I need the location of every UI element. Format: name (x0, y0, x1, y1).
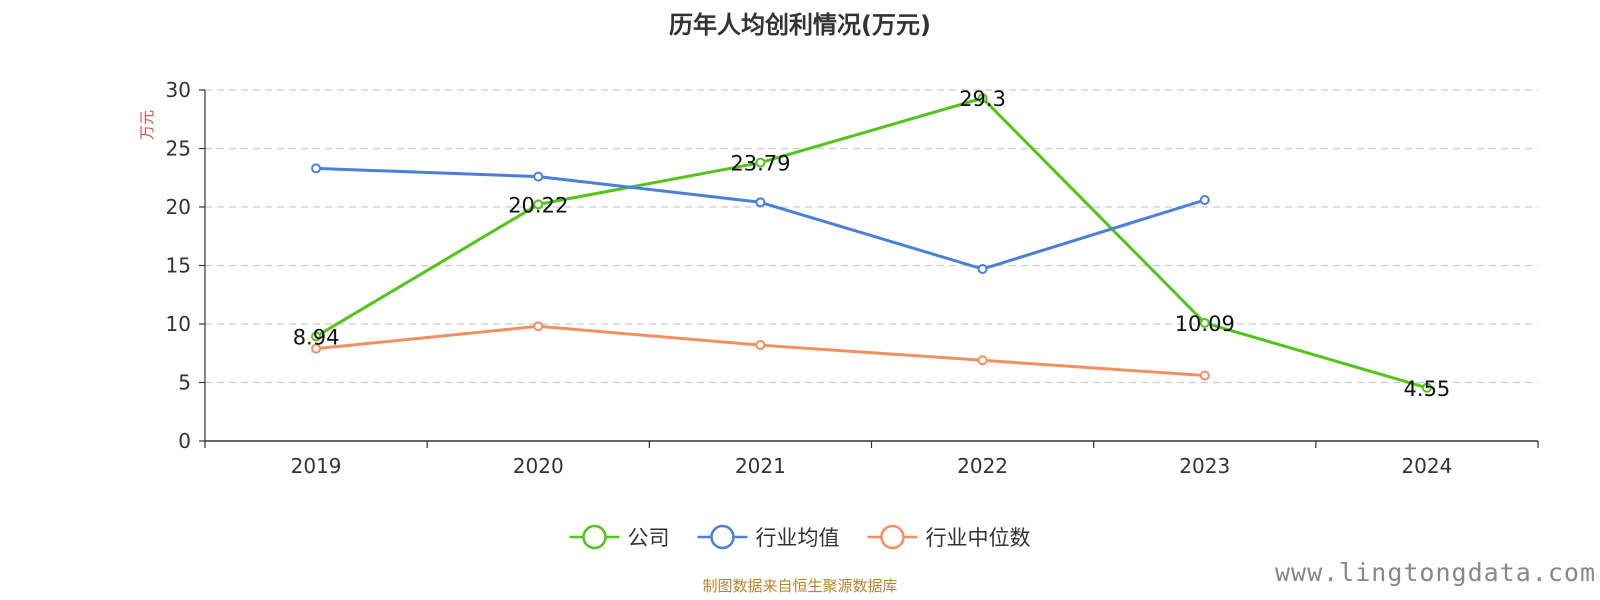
legend-item-1[interactable]: 行业均值 (697, 524, 840, 550)
data-point (755, 340, 766, 351)
data-label: 20.22 (508, 193, 568, 217)
x-tick-label: 2024 (1401, 454, 1452, 478)
legend-item-0[interactable]: 公司 (569, 524, 670, 550)
series-layer (311, 93, 1432, 393)
data-point (977, 93, 988, 104)
x-tick-label: 2022 (957, 454, 1008, 478)
data-point (1199, 370, 1210, 381)
data-point (311, 343, 322, 354)
axes: 0 5 10 15 20 25 30 2019 2020 2021 2022 2023 2024 (166, 78, 1539, 478)
data-label: 4.55 (1404, 377, 1451, 401)
y-tick-label: 10 (166, 312, 191, 336)
source-note: 制图数据来自恒生聚源数据库 (702, 577, 897, 595)
x-tick-label: 2020 (513, 454, 564, 478)
data-point (311, 331, 322, 342)
x-tick-label: 2021 (735, 454, 786, 478)
data-point (311, 163, 322, 174)
grid-lines (205, 89, 1538, 384)
legend-item-2[interactable]: 行业中位数 (867, 524, 1031, 550)
series-line-0 (315, 96, 1428, 390)
data-label: 10.09 (1175, 312, 1235, 336)
series-line-2 (315, 324, 1205, 377)
x-tick-label: 2023 (1179, 454, 1230, 478)
legend-label: 行业均值 (756, 526, 840, 550)
y-tick-label: 0 (178, 429, 191, 453)
data-point (1199, 317, 1210, 328)
watermark: www.lingtongdata.com (1275, 558, 1596, 587)
data-point (1199, 194, 1210, 205)
y-tick-label: 15 (166, 254, 191, 278)
data-label: 23.79 (730, 152, 790, 176)
data-label: 8.94 (293, 325, 340, 349)
data-point (755, 197, 766, 208)
data-point (977, 355, 988, 366)
y-axis-unit-label: 万元 (138, 110, 156, 140)
legend-marker (880, 524, 905, 550)
data-point (533, 199, 544, 210)
data-point (533, 171, 544, 182)
series-line-1 (316, 166, 1206, 271)
y-tick-label: 30 (166, 78, 191, 102)
chart-title: 历年人均创利情况(万元) (669, 11, 931, 39)
y-tick-label: 25 (166, 137, 191, 161)
data-labels: 8.94 20.22 23.79 29.3 10.09 4.55 (293, 87, 1451, 401)
data-point (533, 321, 544, 332)
y-tick-label: 5 (178, 371, 191, 395)
legend-label: 公司 (628, 526, 670, 550)
data-point (977, 264, 988, 275)
data-point (1421, 382, 1432, 393)
legend-marker (582, 524, 607, 550)
x-tick-label: 2019 (291, 454, 342, 478)
data-label: 29.3 (959, 87, 1006, 111)
legend[interactable]: 公司 行业均值 行业中位数 (569, 524, 1031, 550)
y-tick-label: 20 (166, 195, 191, 219)
data-point (755, 157, 766, 168)
legend-label: 行业中位数 (926, 526, 1031, 550)
legend-marker (710, 524, 735, 550)
